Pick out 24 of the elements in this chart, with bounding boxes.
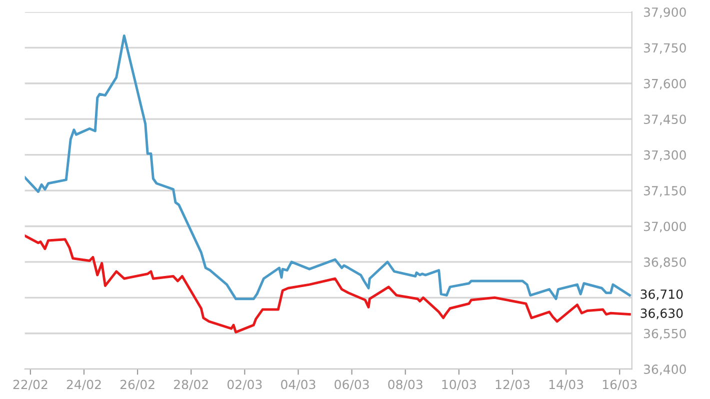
- x-tick-label: 28/02: [174, 380, 208, 390]
- x-tick-label: 16/03: [602, 380, 637, 390]
- x-tick-label: 10/03: [442, 380, 476, 390]
- annotation: 36,630: [640, 308, 683, 320]
- y-tick-label: 37,600: [644, 78, 686, 90]
- x-tick-label: 08/03: [388, 380, 422, 390]
- y-tick-label: 37,000: [644, 222, 686, 232]
- x-tick-label: 12/03: [496, 380, 530, 390]
- x-tick-label: 14/03: [549, 380, 584, 390]
- y-tick-label: 37,450: [644, 114, 686, 126]
- y-tick-label: 37,300: [644, 150, 686, 162]
- x-tick-label: 24/02: [66, 380, 101, 390]
- y-tick-label: 37,750: [644, 43, 686, 54]
- x-tick-label: 26/02: [120, 380, 154, 390]
- y-tick-label: 36,850: [644, 257, 686, 268]
- x-tick-label: 04/03: [281, 380, 316, 390]
- y-tick-label: 36,400: [644, 364, 686, 376]
- y-tick-label: 37,150: [644, 186, 686, 197]
- x-tick-label: 22/02: [13, 380, 48, 390]
- y-tick-label: 37,900: [644, 7, 686, 18]
- y-tick-label: 36,550: [644, 328, 686, 340]
- x-tick-label: 02/03: [227, 380, 262, 390]
- annotation: 36,710: [640, 289, 683, 300]
- x-tick-label: 06/03: [334, 380, 369, 390]
